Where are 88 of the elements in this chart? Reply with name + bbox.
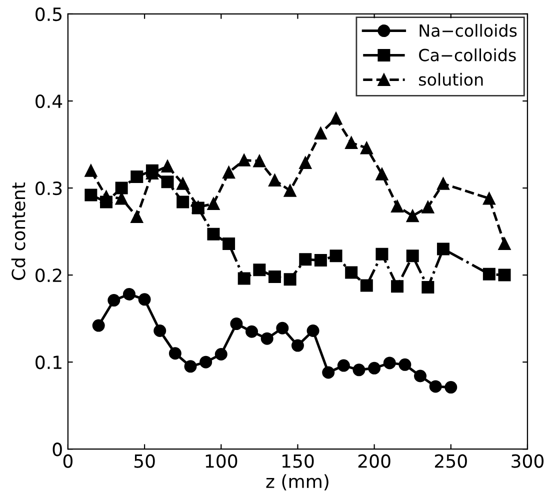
point <box>154 324 166 337</box>
point <box>168 347 182 360</box>
y-tick-label: 0.5 <box>36 7 62 22</box>
x-tick-label: 300 <box>512 454 544 468</box>
point <box>176 177 190 190</box>
point <box>322 366 335 379</box>
point <box>376 168 388 180</box>
legend-label: Na−colloids <box>420 24 517 37</box>
point <box>238 154 250 166</box>
point <box>398 358 412 371</box>
point <box>161 176 174 188</box>
point <box>391 200 404 213</box>
point <box>122 288 136 300</box>
point <box>268 174 281 186</box>
point <box>436 242 450 256</box>
point <box>222 166 236 179</box>
point <box>314 254 327 267</box>
y-tick-label: 0.4 <box>36 94 62 108</box>
point <box>268 270 281 284</box>
point <box>84 164 98 177</box>
point <box>406 250 419 262</box>
point <box>330 112 342 125</box>
point <box>207 228 220 240</box>
y-tick-label: 0.2 <box>36 268 62 282</box>
point <box>345 136 358 150</box>
point <box>444 381 458 394</box>
point <box>108 294 120 307</box>
point <box>406 210 419 222</box>
y-tick-label: 0 <box>52 442 62 456</box>
x-tick-label: 100 <box>206 454 238 468</box>
x-tick-label: 250 <box>434 454 467 468</box>
point <box>253 264 266 276</box>
point <box>214 348 228 360</box>
point <box>498 237 511 250</box>
point <box>376 248 388 260</box>
y-tick-label: 0.3 <box>36 181 62 196</box>
point <box>253 154 266 168</box>
legend-label: solution <box>419 72 483 86</box>
point <box>84 188 98 202</box>
point <box>246 325 258 338</box>
point <box>260 332 274 345</box>
point <box>238 272 250 285</box>
point <box>436 177 450 190</box>
point <box>184 360 197 373</box>
point <box>200 356 212 368</box>
point <box>360 279 373 292</box>
point <box>345 266 358 279</box>
point <box>352 364 366 376</box>
point <box>276 322 289 334</box>
point <box>314 126 327 140</box>
point <box>176 196 190 208</box>
point <box>299 253 312 266</box>
legend-label: Ca−colloids <box>419 48 516 62</box>
x-tick-label: 0 <box>63 454 72 468</box>
point <box>291 339 304 352</box>
y-tick-label: 0.1 <box>36 356 62 370</box>
point <box>429 380 442 393</box>
point <box>330 250 342 262</box>
x-tick-label: 150 <box>282 454 314 468</box>
point <box>130 210 144 223</box>
point <box>207 197 220 210</box>
point <box>161 160 174 173</box>
point <box>498 268 511 282</box>
point <box>230 318 243 330</box>
point <box>482 192 496 205</box>
point <box>100 190 112 203</box>
x-tick-label: 200 <box>358 454 390 468</box>
point <box>306 324 320 337</box>
point <box>368 362 381 374</box>
point <box>138 293 151 306</box>
point <box>222 237 236 250</box>
point <box>284 273 296 286</box>
point <box>299 156 312 170</box>
point <box>92 319 105 332</box>
point <box>284 184 296 197</box>
point <box>383 356 396 370</box>
point <box>391 280 404 293</box>
x-axis-title: z (mm) <box>266 474 328 490</box>
point <box>482 268 496 280</box>
point <box>360 142 373 154</box>
point <box>422 200 434 214</box>
point <box>130 170 144 183</box>
point <box>337 359 350 372</box>
y-axis-title: Cd content <box>11 182 26 280</box>
point <box>115 182 128 194</box>
point <box>414 370 427 382</box>
x-tick-label: 50 <box>134 454 155 468</box>
point <box>422 280 434 294</box>
